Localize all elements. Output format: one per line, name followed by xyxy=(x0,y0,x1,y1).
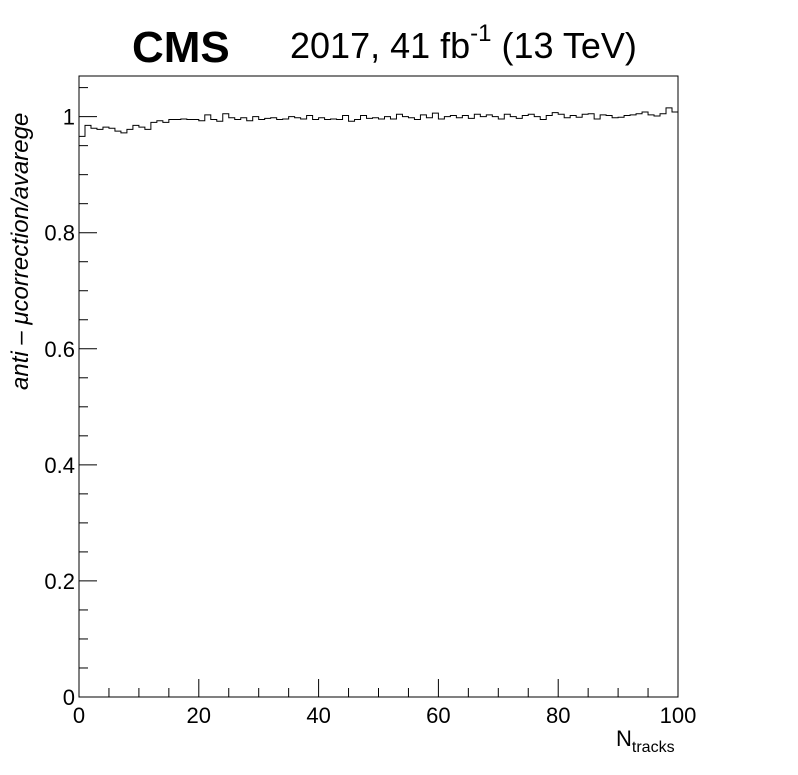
y-axis-label: anti – μcorrection/avarege xyxy=(7,113,34,390)
y-axis-ticks: 0 0.2 0.4 0.6 0.8 1 xyxy=(44,87,97,710)
x-tick-label: 80 xyxy=(546,703,570,728)
x-tick-label: 0 xyxy=(73,703,85,728)
luminosity-label: 2017, 41 fb-1 (13 TeV) xyxy=(290,20,637,66)
y-tick-label: 0.4 xyxy=(44,453,75,478)
experiment-label: CMS xyxy=(132,23,230,72)
y-tick-label: 0.2 xyxy=(44,569,75,594)
x-axis-label: Ntracks xyxy=(616,726,675,756)
frame xyxy=(78,75,679,698)
y-tick-label: 0 xyxy=(63,685,75,710)
histogram-series xyxy=(79,107,678,137)
y-tick-label: 1 xyxy=(63,105,75,130)
x-tick-label: 60 xyxy=(426,703,450,728)
x-tick-label: 40 xyxy=(306,703,330,728)
x-tick-label: 100 xyxy=(660,703,697,728)
y-tick-label: 0.8 xyxy=(44,221,75,246)
x-axis-ticks: 0 20 40 60 80 100 xyxy=(73,679,696,728)
y-tick-label: 0.6 xyxy=(44,337,75,362)
x-tick-label: 20 xyxy=(187,703,211,728)
